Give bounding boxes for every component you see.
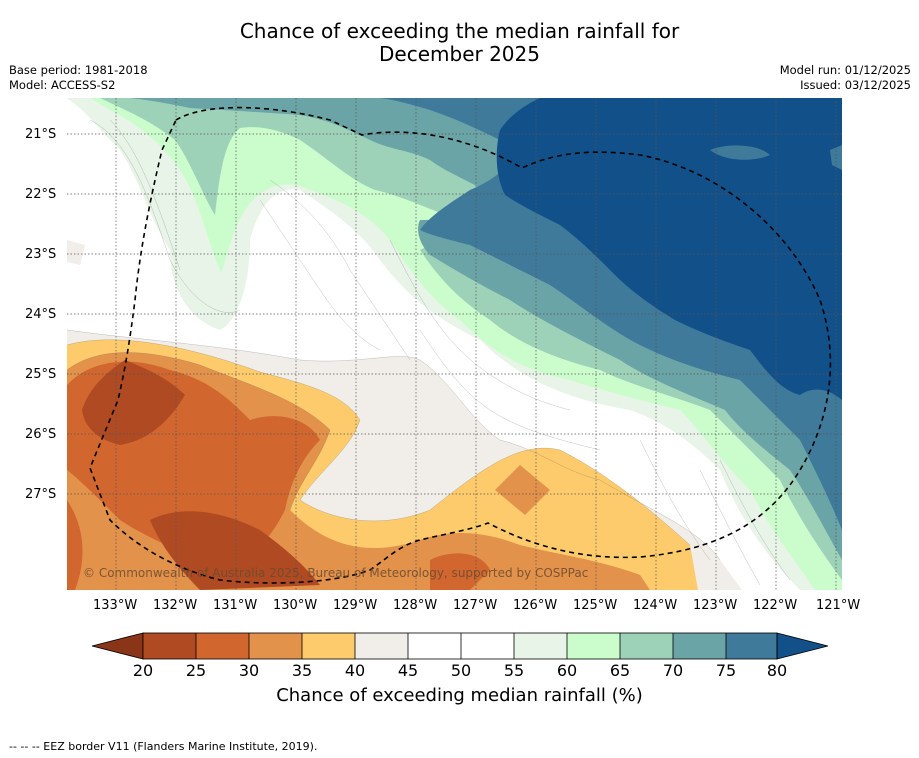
eez-footnote: -- -- -- EEZ border V11 (Flanders Marine…: [9, 740, 318, 753]
lon-label: 130°W: [273, 598, 318, 613]
meta-right: Model run: 01/12/2025 Issued: 03/12/2025: [780, 63, 911, 93]
model-name: Model: ACCESS-S2: [9, 78, 116, 92]
title-line-1: Chance of exceeding the median rainfall …: [239, 19, 680, 43]
lon-label: 128°W: [393, 598, 438, 613]
map-title: Chance of exceeding the median rainfall …: [0, 20, 919, 66]
map-copyright: © Commonwealth of Australia 2025, Bureau…: [83, 566, 589, 580]
lat-label: 26°S: [25, 427, 57, 442]
eez-border: [89, 106, 832, 584]
band-20-25: [82, 360, 185, 445]
graticule: [67, 98, 842, 590]
colorbar-tick: 40: [344, 661, 366, 680]
colorbar-tick: 45: [397, 661, 419, 680]
lat-label: 27°S: [25, 487, 57, 502]
colorbar-tick: 75: [715, 661, 737, 680]
meta-left: Base period: 1981-2018 Model: ACCESS-S2: [9, 63, 148, 93]
colorbar-arrow-high: [776, 632, 829, 660]
lon-label: 123°W: [693, 598, 738, 613]
lon-label: 133°W: [93, 598, 138, 613]
lon-label: 126°W: [513, 598, 558, 613]
issued-date: Issued: 03/12/2025: [800, 78, 911, 92]
lat-label: 22°S: [25, 187, 57, 202]
colorbar-tick: 35: [291, 661, 313, 680]
colorbar-arrow-low: [91, 632, 144, 660]
colorbar-title: Chance of exceeding median rainfall (%): [276, 685, 643, 706]
base-period: Base period: 1981-2018: [9, 63, 148, 77]
band-above-80: [496, 98, 842, 400]
colorbar-tick: 50: [450, 661, 472, 680]
colorbar-tick: 65: [609, 661, 631, 680]
lat-label: 23°S: [25, 247, 57, 262]
lat-label: 21°S: [25, 127, 57, 142]
colorbar-tick: 55: [503, 661, 525, 680]
lat-label: 25°S: [25, 367, 57, 382]
map-field: [67, 98, 842, 590]
lon-label: 129°W: [333, 598, 378, 613]
lon-label: 131°W: [213, 598, 258, 613]
colorbar: [91, 632, 829, 660]
lon-label: 122°W: [753, 598, 798, 613]
lon-label: 125°W: [573, 598, 618, 613]
title-line-2: December 2025: [379, 42, 540, 66]
colorbar-tick: 60: [556, 661, 578, 680]
colorbar-tick: 70: [662, 661, 684, 680]
lon-label: 124°W: [633, 598, 678, 613]
lon-label: 121°W: [816, 598, 861, 613]
model-run: Model run: 01/12/2025: [779, 63, 911, 77]
contour-lines: [67, 119, 791, 586]
lat-label: 24°S: [25, 307, 57, 322]
colorbar-tick: 25: [185, 661, 207, 680]
colorbar-tick: 20: [132, 661, 154, 680]
colorbar-tick: 80: [766, 661, 788, 680]
lon-label: 132°W: [153, 598, 198, 613]
colorbar-tick: 30: [238, 661, 260, 680]
lon-label: 127°W: [453, 598, 498, 613]
